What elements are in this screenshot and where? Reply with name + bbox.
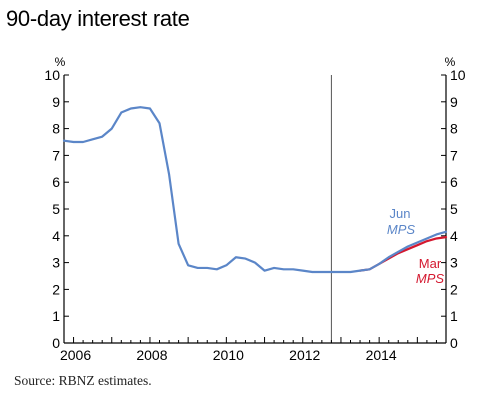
y-right-tick-label: 7 (450, 147, 458, 163)
source-note: Source: RBNZ estimates. (14, 373, 152, 388)
series-layer (62, 106, 448, 274)
y-left-tick-label: 0 (52, 335, 60, 351)
y-right-tick-label: 2 (450, 281, 458, 297)
x-axis: 2006 2008 2010 2012 2014 (60, 337, 447, 363)
y-unit-left: % (55, 55, 66, 69)
y-left-tick-label: 3 (52, 255, 60, 271)
y-right-tick-label: 3 (450, 255, 458, 271)
y-right-tick-label: 9 (450, 94, 458, 110)
y-left-tick-label: 4 (52, 228, 60, 244)
x-tick-label: 2008 (136, 347, 167, 363)
y-unit-right: % (445, 55, 456, 69)
y-left-tick-label: 10 (44, 67, 60, 83)
chart-title: 90-day interest rate (6, 6, 190, 31)
y-left-tick-label: 5 (52, 201, 60, 217)
y-left-tick-label: 9 (52, 94, 60, 110)
y-axis-right: 0 1 2 3 4 5 6 7 8 9 10 (441, 67, 466, 351)
annotation-label: Jun (390, 206, 411, 221)
y-left-tick-label: 7 (52, 147, 60, 163)
x-tick-label: 2010 (213, 347, 244, 363)
y-right-tick-label: 5 (450, 201, 458, 217)
y-right-tick-label: 1 (450, 308, 458, 324)
y-right-tick-label: 8 (450, 121, 458, 137)
y-left-tick-label: 1 (52, 308, 60, 324)
series-line-jun-mps (62, 106, 448, 274)
y-axis-left: 0 1 2 3 4 5 6 7 8 9 10 (44, 67, 69, 351)
x-tick-label: 2014 (366, 347, 397, 363)
y-left-tick-label: 8 (52, 121, 60, 137)
annotation-label: MPS (387, 222, 416, 237)
y-right-tick-label: 10 (450, 67, 466, 83)
y-right-tick-label: 0 (450, 335, 458, 351)
annotation-label: MPS (416, 271, 445, 286)
x-tick-label: 2006 (60, 347, 91, 363)
y-right-tick-label: 6 (450, 174, 458, 190)
y-left-tick-label: 2 (52, 281, 60, 297)
annotation-label: Mar (419, 256, 442, 271)
y-left-tick-label: 6 (52, 174, 60, 190)
y-right-tick-label: 4 (450, 228, 458, 244)
x-tick-label: 2012 (289, 347, 320, 363)
